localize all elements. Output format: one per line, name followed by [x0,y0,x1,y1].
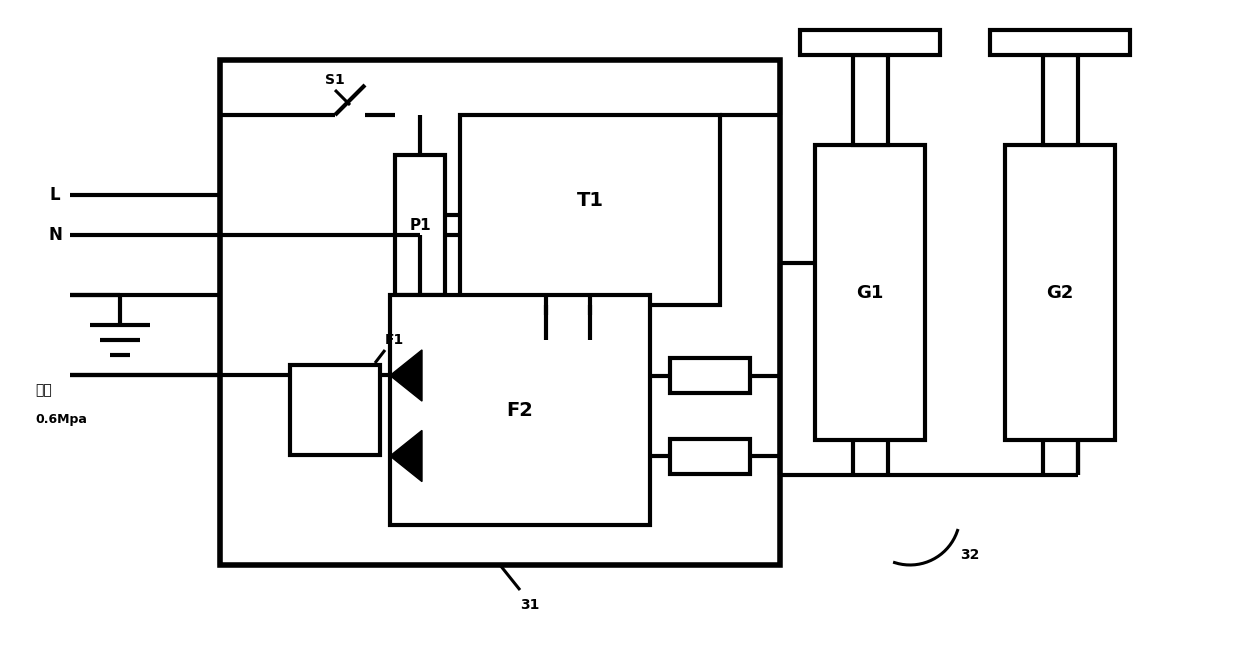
Bar [1043,55,1078,145]
Bar [800,30,940,55]
Bar [460,115,720,305]
Bar [670,438,750,474]
Bar [990,30,1130,55]
Polygon shape [391,350,422,401]
Text: L: L [50,186,61,204]
Text: 空气: 空气 [35,383,52,397]
Text: 32: 32 [960,548,980,562]
Bar [396,155,445,295]
Bar [853,55,888,145]
Text: S1: S1 [325,73,345,87]
Bar [391,295,650,525]
Text: G2: G2 [1047,284,1074,301]
Text: 31: 31 [521,598,539,612]
Text: T1: T1 [577,191,604,210]
Polygon shape [391,430,422,481]
Text: N: N [48,226,62,244]
Bar [580,315,600,340]
Text: 0.6Mpa: 0.6Mpa [35,413,87,426]
Text: G1: G1 [857,284,884,301]
Bar [1004,145,1115,440]
Bar [815,145,925,440]
Bar [536,315,556,340]
Bar [219,60,780,565]
Bar [290,365,379,455]
Bar [670,358,750,393]
Text: F2: F2 [507,400,533,419]
Text: F1: F1 [384,333,404,347]
Text: P1: P1 [409,217,430,233]
